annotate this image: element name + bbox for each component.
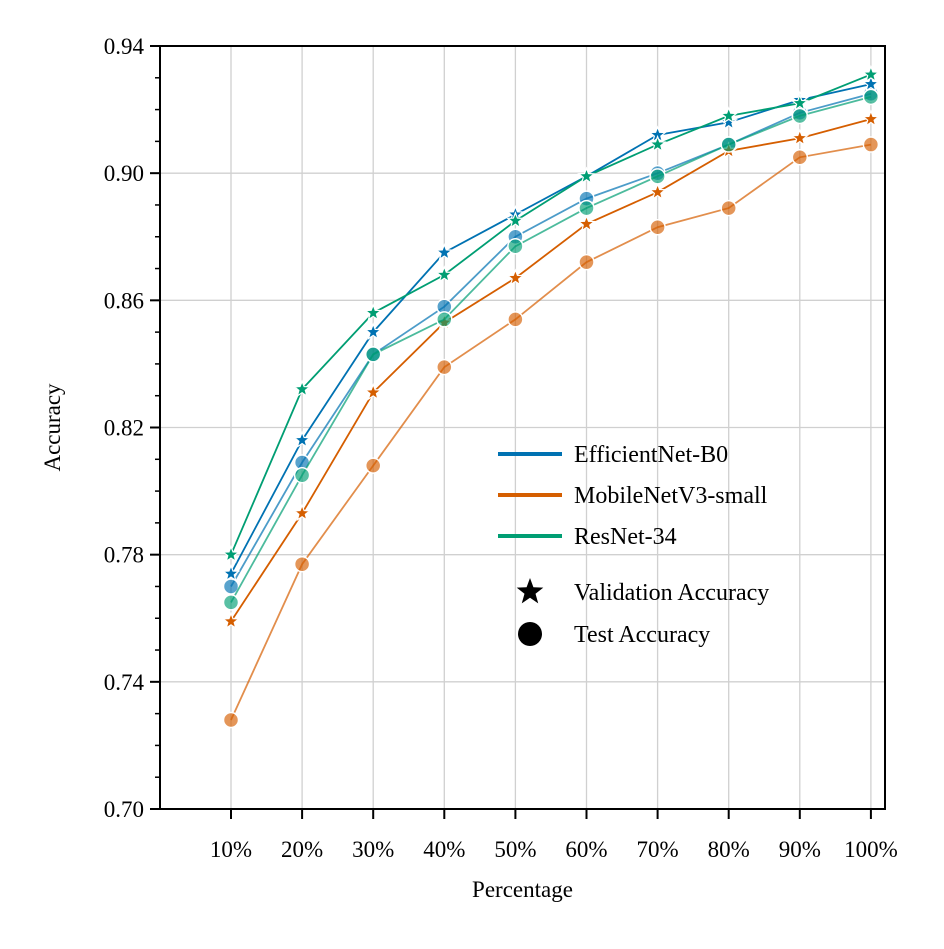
test-accuracy-point <box>862 88 880 106</box>
validation-accuracy-point <box>363 322 383 340</box>
test-accuracy-point <box>293 555 311 573</box>
y-tick-label: 0.82 <box>104 416 144 441</box>
test-accuracy-line <box>230 92 872 587</box>
validation-accuracy-point <box>506 211 525 229</box>
validation-accuracy-point <box>221 564 241 582</box>
validation-accuracy-point <box>648 134 667 153</box>
legend-label: Test Accuracy <box>574 622 710 648</box>
y-tick-label: 0.70 <box>104 797 144 822</box>
x-tick-label: 10% <box>210 837 252 862</box>
x-tick-label: 20% <box>281 837 323 862</box>
legend-label: MobileNetV3-small <box>574 483 768 509</box>
y-tick-label: 0.90 <box>104 161 144 186</box>
x-tick-label: 60% <box>565 837 607 862</box>
validation-accuracy-point <box>577 214 596 232</box>
test-accuracy-point <box>578 253 595 271</box>
test-accuracy-line <box>230 143 872 721</box>
validation-accuracy-point <box>292 379 312 398</box>
validation-accuracy-point <box>861 74 881 92</box>
validation-accuracy-point <box>292 503 312 522</box>
test-accuracy-point <box>649 218 666 236</box>
validation-accuracy-point <box>790 128 810 147</box>
test-accuracy-point <box>364 457 382 474</box>
x-tick-label: 50% <box>494 837 536 862</box>
validation-accuracy-line <box>230 73 872 556</box>
test-accuracy-line <box>230 96 872 603</box>
y-tick-label: 0.78 <box>104 543 144 568</box>
x-tick-label: 70% <box>637 837 679 862</box>
validation-accuracy-point <box>861 109 881 127</box>
validation-accuracy-line <box>230 118 872 622</box>
validation-accuracy-point <box>719 106 738 124</box>
validation-accuracy-line <box>230 83 872 575</box>
validation-accuracy-point <box>790 93 810 112</box>
validation-accuracy-point <box>221 611 241 630</box>
y-tick-label: 0.94 <box>104 34 145 59</box>
series-layer <box>221 64 881 729</box>
test-accuracy-point <box>720 136 737 153</box>
validation-accuracy-point <box>435 242 454 261</box>
test-accuracy-point <box>791 107 809 125</box>
x-tick-label: 80% <box>708 837 750 862</box>
grid <box>160 45 885 810</box>
validation-accuracy-point <box>506 268 525 286</box>
x-tick-label: 40% <box>423 837 465 862</box>
y-axis-title: Accuracy <box>40 383 65 472</box>
validation-accuracy-point <box>861 64 881 83</box>
test-accuracy-point <box>222 578 240 595</box>
test-accuracy-point <box>364 346 382 363</box>
series-mobilenetv3-small <box>221 109 881 729</box>
legend-label: Validation Accuracy <box>574 580 769 606</box>
legend-label: EfficientNet-B0 <box>574 442 728 468</box>
validation-accuracy-point <box>221 544 241 563</box>
legend-star-marker <box>516 578 544 604</box>
test-accuracy-point <box>720 199 737 217</box>
validation-accuracy-point <box>719 112 738 131</box>
test-accuracy-point <box>293 466 311 484</box>
validation-accuracy-point <box>363 303 383 321</box>
test-accuracy-point <box>649 168 666 185</box>
validation-accuracy-point <box>577 166 596 185</box>
legend-label: ResNet-34 <box>574 524 677 550</box>
test-accuracy-point <box>791 149 809 166</box>
x-tick-label: 30% <box>352 837 394 862</box>
test-accuracy-point <box>436 358 453 376</box>
y-tick-label: 0.86 <box>104 288 144 313</box>
test-accuracy-point <box>507 311 524 328</box>
test-accuracy-point <box>222 594 240 611</box>
y-tick-label: 0.74 <box>104 670 145 695</box>
legend-circle-marker <box>518 622 542 646</box>
test-accuracy-point <box>222 711 240 729</box>
test-accuracy-point <box>862 136 880 153</box>
legend: EfficientNet-B0 MobileNetV3-small ResNet-3… <box>498 442 769 648</box>
x-tick-label: 100% <box>844 837 898 862</box>
axes: 0.70 0.74 0.78 0.82 0.86 0.90 0.94 10% 20% 30% 40%… <box>104 34 898 862</box>
validation-accuracy-point <box>648 182 667 201</box>
series-resnet-34 <box>221 64 881 611</box>
validation-accuracy-point <box>435 265 454 283</box>
x-axis-title: Percentage <box>472 877 573 902</box>
test-accuracy-point <box>436 311 453 328</box>
test-accuracy-point <box>578 199 595 217</box>
test-accuracy-point <box>507 238 524 255</box>
x-tick-label: 90% <box>779 837 821 862</box>
validation-accuracy-point <box>292 430 312 449</box>
validation-accuracy-point <box>363 382 383 401</box>
